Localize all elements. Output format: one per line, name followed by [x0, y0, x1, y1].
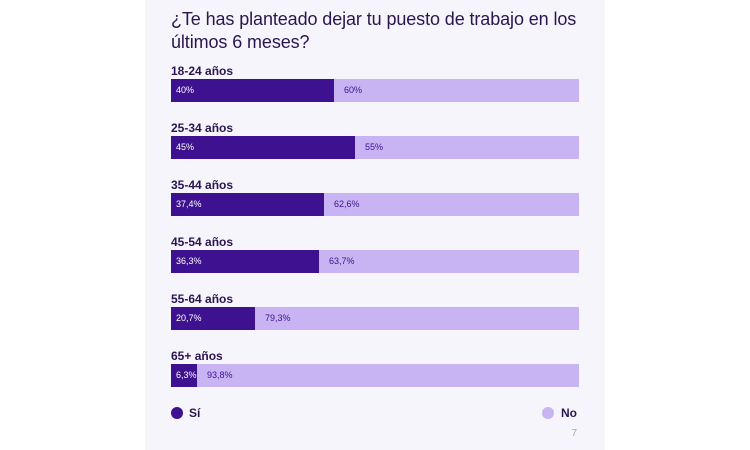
page-number: 7 [571, 428, 577, 439]
bar-si [171, 193, 324, 216]
category-label: 65+ años [171, 349, 223, 363]
bar-si [171, 136, 355, 159]
data-label-si: 45% [176, 142, 195, 152]
bar-si [171, 79, 334, 102]
data-label-si: 20,7% [176, 313, 202, 323]
data-label-si: 40% [176, 85, 195, 95]
bar-no: 40% 60% [171, 79, 579, 102]
bar-si [171, 250, 319, 273]
chart-card: ¿Te has planteado dejar tu puesto de tra… [145, 0, 605, 450]
legend-swatch-no [542, 407, 554, 419]
data-label-no: 62,6% [334, 199, 360, 209]
data-label-si: 36,3% [176, 256, 202, 266]
category-label: 55-64 años [171, 292, 234, 306]
legend-label-no: No [561, 406, 577, 420]
data-label-no: 63,7% [329, 256, 355, 266]
data-label-no: 60% [344, 85, 363, 95]
data-label-no: 55% [365, 142, 384, 152]
bar-no: 37,4% 62,6% [171, 193, 579, 216]
bar-no: 6,3% 93,8% [171, 364, 579, 387]
data-label-si: 37,4% [176, 199, 202, 209]
chart-title: ¿Te has planteado dejar tu puesto de tra… [171, 9, 577, 52]
category-label: 45-54 años [171, 235, 234, 249]
legend-swatch-si [171, 407, 183, 419]
legend-label-si: Sí [189, 406, 201, 420]
category-label: 25-34 años [171, 121, 234, 135]
bar-si [171, 364, 197, 387]
category-label: 18-24 años [171, 64, 234, 78]
bar-no: 20,7% 79,3% [171, 307, 579, 330]
category-label: 35-44 años [171, 178, 234, 192]
bar-no: 36,3% 63,7% [171, 250, 579, 273]
bar-no: 45% 55% [171, 136, 579, 159]
data-label-si: 6,3% [176, 370, 197, 380]
data-label-no: 93,8% [207, 370, 233, 380]
bar-si [171, 307, 255, 330]
data-label-no: 79,3% [265, 313, 291, 323]
